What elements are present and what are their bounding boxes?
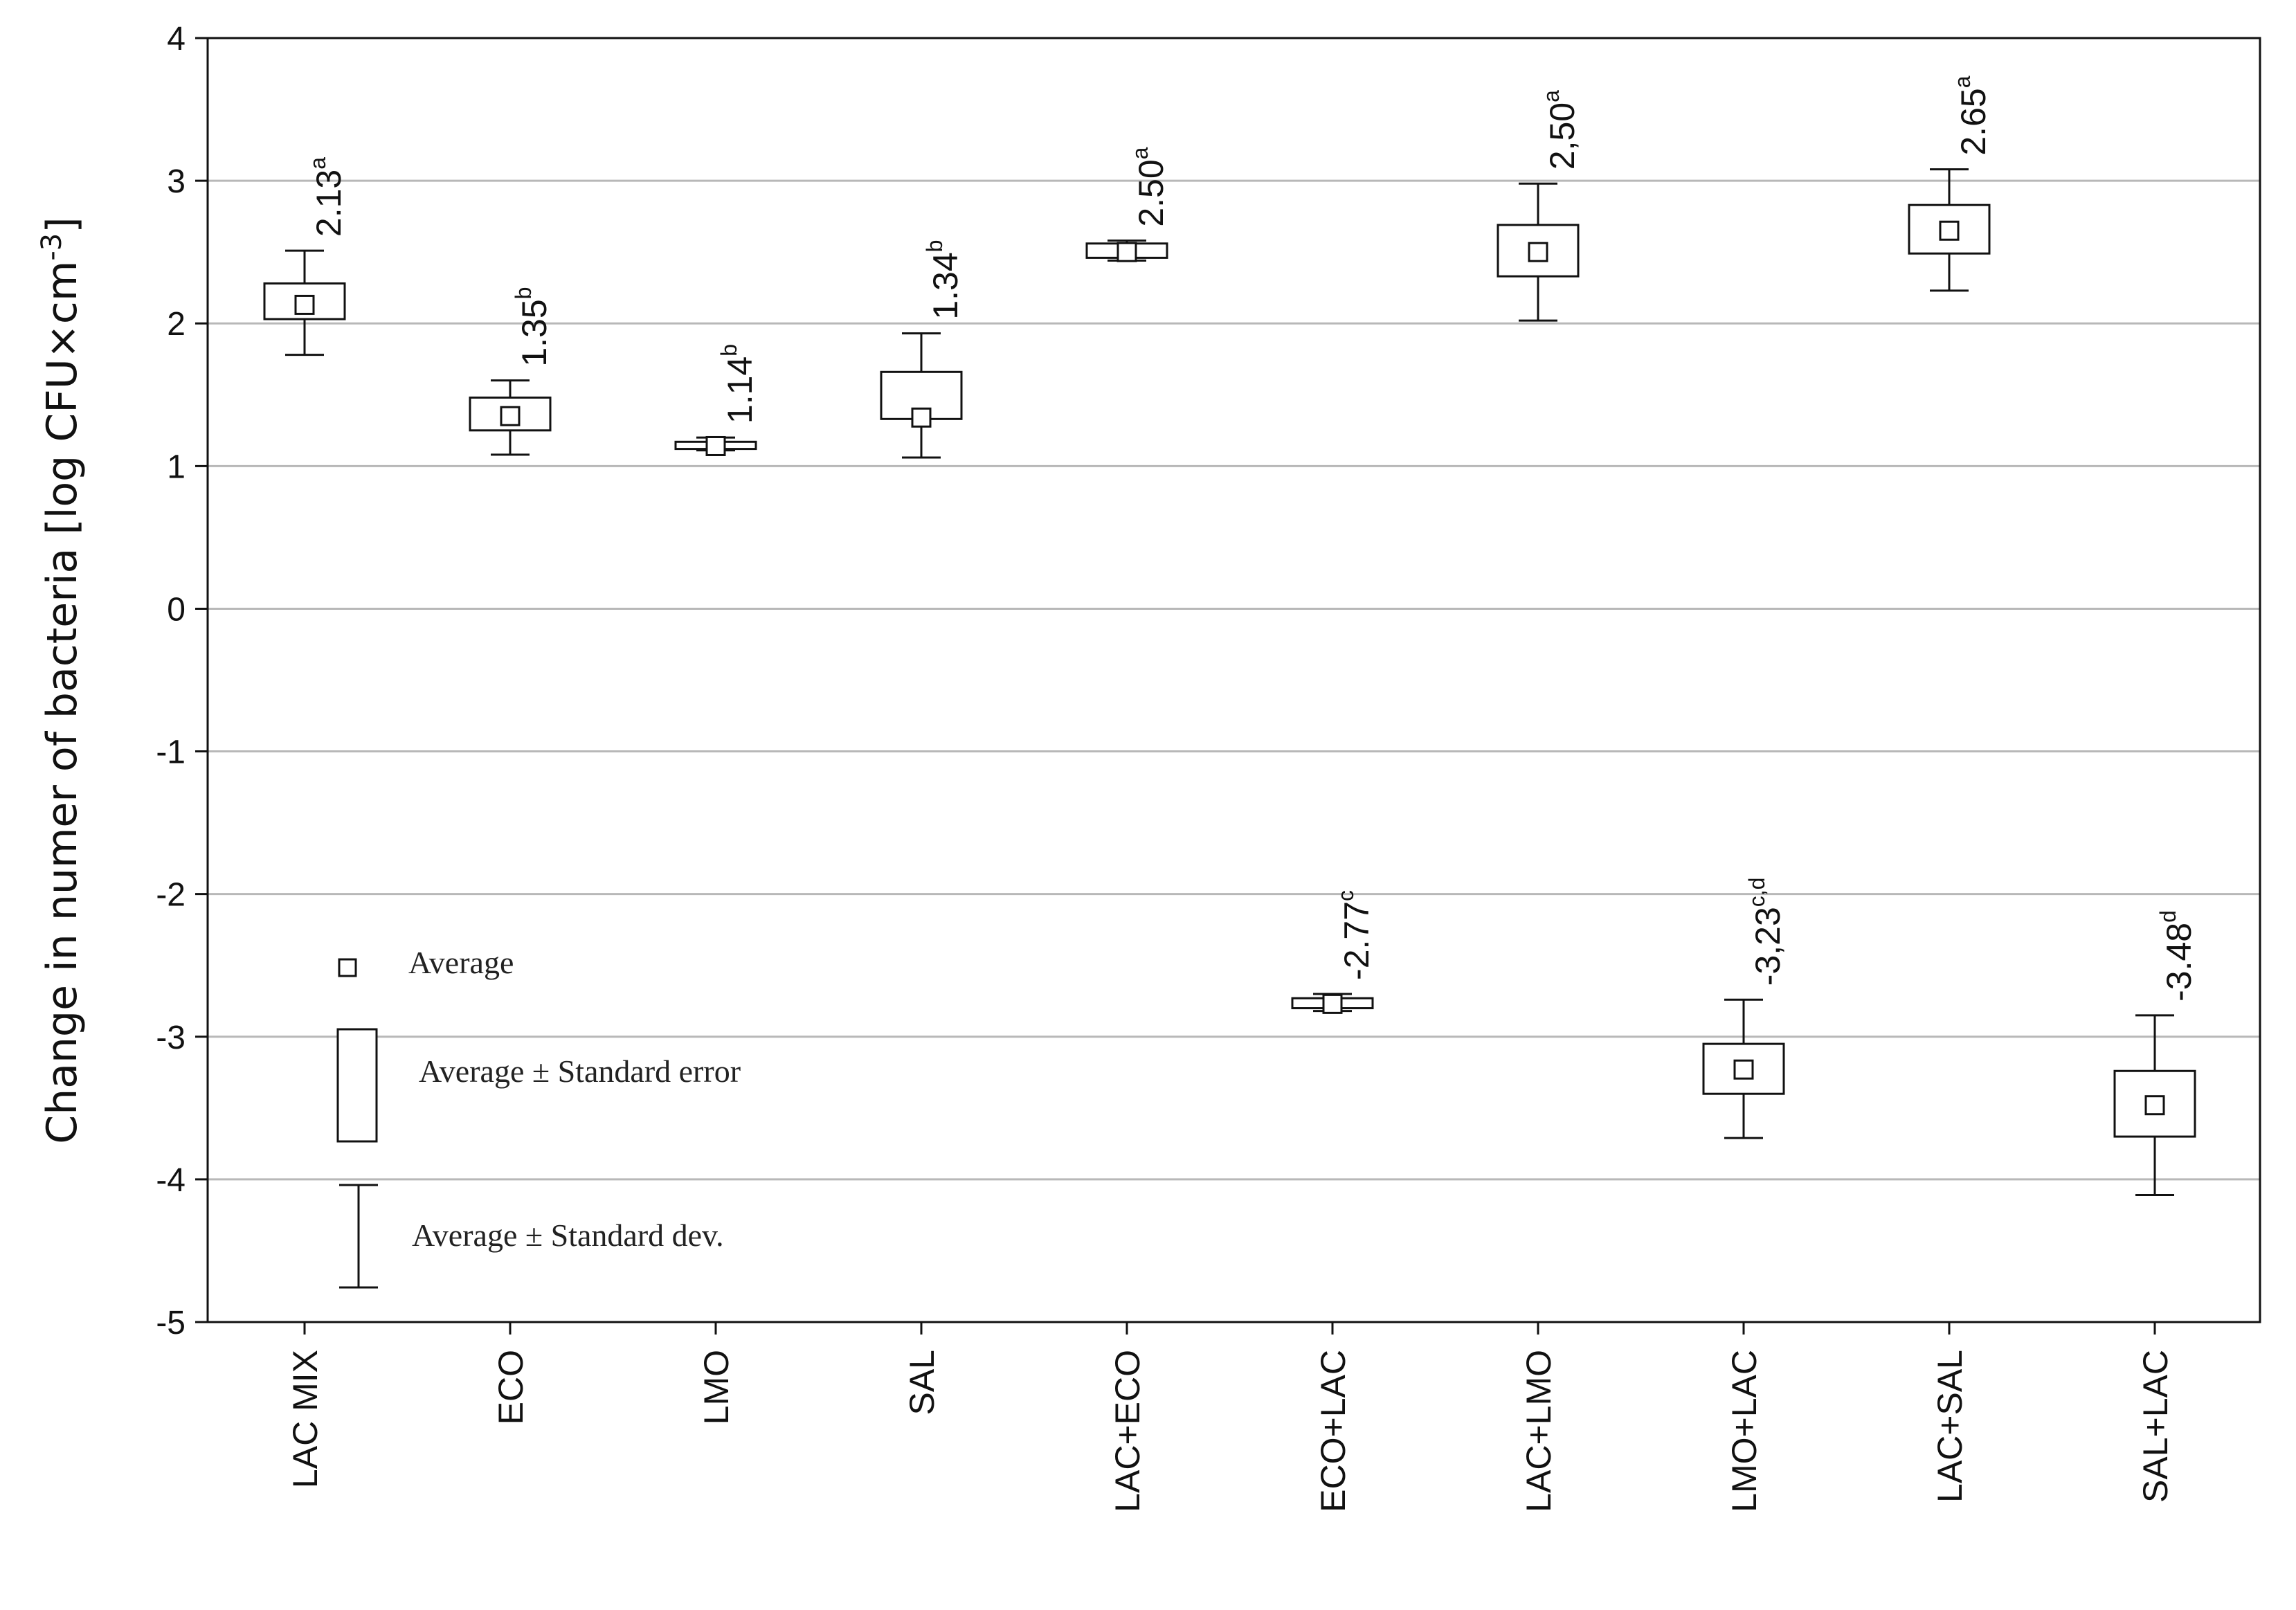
x-category-label: LMO+LAC	[1725, 1350, 1764, 1512]
mean-label-value: -3.48	[2160, 923, 2198, 1002]
mean-label-value: 1.34	[926, 252, 965, 319]
mean-label-superscript: c	[1333, 890, 1358, 901]
y-axis-ticks: 4 3 2 1 0 -1 -2 -3 -4 -5	[156, 21, 208, 1341]
mean-label-value: 2.50	[1132, 159, 1170, 226]
y-tick-label: -3	[156, 1020, 186, 1056]
mean-label: 2.65a	[1950, 75, 1993, 155]
mean-marker	[1939, 220, 1960, 241]
x-category-label: LAC+LMO	[1519, 1350, 1558, 1512]
mean-marker	[1528, 242, 1548, 262]
mean-label: 2.50a	[1128, 147, 1170, 226]
mean-label-superscript: b	[511, 287, 536, 300]
mean-label-superscript: a	[305, 157, 330, 170]
mean-label-superscript: b	[716, 344, 741, 356]
mean-label-superscript: d	[2155, 910, 2180, 923]
mean-label: 1.14b	[716, 344, 759, 424]
mean-label-superscript: a	[1128, 147, 1152, 159]
plot-frame	[206, 37, 2261, 1323]
y-axis-title-superscript: -3	[36, 233, 68, 261]
group-4: 2.50a	[1085, 147, 1170, 262]
mean-label: 1.34b	[922, 240, 965, 320]
group-8: 2.65a	[1908, 75, 1993, 292]
x-category-label: ECO	[491, 1350, 530, 1424]
mean-label-value: 2.13	[309, 170, 348, 237]
y-tick-label: -4	[156, 1162, 186, 1199]
y-tick-label: 3	[167, 163, 186, 200]
group-5: -2.77c	[1291, 890, 1376, 1014]
mean-marker	[1733, 1059, 1754, 1080]
mean-label-value: -2.77	[1337, 901, 1376, 980]
x-axis-ticks: LAC MIX ECO LMO SAL LAC+ECO ECO+LAC LAC+LMO LMO…	[286, 1322, 2175, 1512]
group-3: 1.34b	[880, 240, 965, 459]
mean-marker	[2144, 1095, 2165, 1116]
mean-marker	[1322, 993, 1343, 1014]
y-gridlines	[208, 179, 2260, 1181]
legend: Average Average ± Standard error Average ±…	[336, 945, 741, 1289]
mean-label: -3.48d	[2155, 910, 2198, 1002]
mean-label: 2.13a	[305, 157, 348, 237]
mean-label-value: 2,50	[1543, 102, 1582, 170]
mean-marker	[705, 435, 726, 456]
y-axis-title-main: Change in numer of bacteria [log CFU×cm	[38, 261, 87, 1144]
group-0: 2.13a	[263, 157, 348, 356]
x-category-label: SAL+LAC	[2136, 1350, 2175, 1503]
legend-se-label: Average ± Standard error	[419, 1053, 741, 1089]
mean-label-value: 2.65	[1954, 88, 1993, 155]
y-tick-label: 2	[167, 306, 186, 343]
mean-marker	[911, 407, 932, 428]
x-category-label: LAC MIX	[286, 1350, 325, 1488]
legend-sd-label: Average ± Standard dev.	[412, 1218, 724, 1253]
group-6: 2,50a	[1497, 90, 1582, 322]
mean-marker	[294, 294, 315, 315]
legend-average-marker	[338, 958, 357, 977]
mean-label: 2,50a	[1539, 90, 1582, 170]
y-tick-label: 0	[167, 591, 186, 628]
y-tick-label: -2	[156, 877, 186, 914]
x-category-label: LAC+SAL	[1931, 1350, 1969, 1503]
plot-marks: 2.13a1.35b1.14b1.34b2.50a-2.77c2,50a-3,2…	[263, 75, 2198, 1197]
legend-average-label: Average	[408, 945, 514, 980]
y-axis-title: Change in numer of bacteria [log CFU×cm-…	[36, 217, 87, 1143]
group-1: 1.35b	[469, 287, 554, 456]
mean-label-value: -3,23	[1748, 907, 1787, 986]
group-9: -3.48d	[2113, 910, 2198, 1197]
y-axis-title-close: ]	[38, 217, 87, 233]
x-category-label: SAL	[903, 1350, 941, 1415]
group-7: -3,23c,d	[1702, 878, 1787, 1139]
y-tick-label: 1	[167, 449, 186, 485]
x-category-label: LMO	[697, 1350, 736, 1424]
x-category-label: ECO+LAC	[1314, 1350, 1353, 1512]
mean-label: -3,23c,d	[1744, 878, 1787, 986]
y-tick-label: 4	[167, 21, 186, 57]
mean-label: -2.77c	[1333, 890, 1376, 980]
mean-label-value: 1.14	[721, 356, 759, 424]
x-category-label: LAC+ECO	[1108, 1350, 1147, 1512]
mean-label-superscript: a	[1950, 75, 1975, 88]
group-2: 1.14b	[674, 344, 759, 456]
mean-label-superscript: c,d	[1744, 878, 1769, 907]
y-tick-label: -1	[156, 734, 186, 771]
mean-label: 1.35b	[511, 287, 554, 367]
mean-label-superscript: a	[1539, 90, 1564, 102]
mean-marker	[500, 406, 521, 426]
mean-label-superscript: b	[922, 240, 947, 253]
legend-se-box	[336, 1028, 378, 1143]
y-tick-label: -5	[156, 1305, 186, 1341]
mean-label-value: 1.35	[515, 299, 554, 366]
mean-marker	[1117, 242, 1137, 262]
